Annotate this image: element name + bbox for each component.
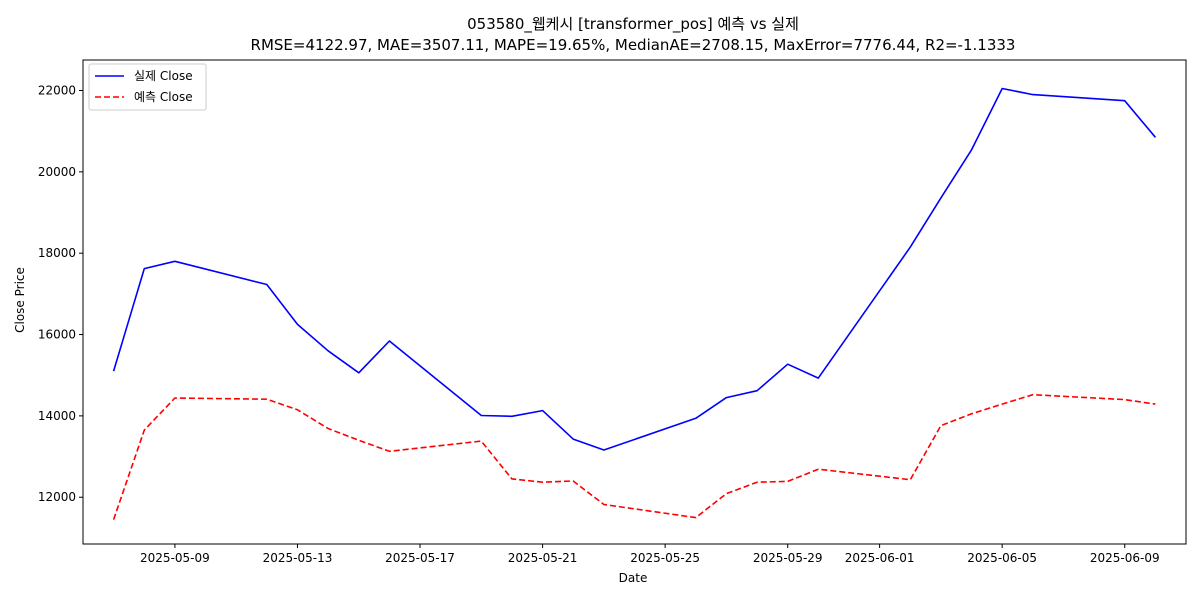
- y-tick-label: 22000: [38, 84, 76, 98]
- x-tick-label: 2025-05-25: [630, 551, 700, 565]
- y-tick-label: 14000: [38, 409, 76, 423]
- x-tick-label: 2025-05-21: [508, 551, 578, 565]
- y-axis-label: Close Price: [13, 267, 27, 333]
- x-tick-label: 2025-05-13: [263, 551, 333, 565]
- series-line-actual: [112, 87, 1157, 451]
- axes-frame: [82, 59, 1187, 545]
- x-tick-label: 2025-05-17: [385, 551, 455, 565]
- legend-label-actual: 실제 Close: [134, 69, 193, 83]
- x-tick-label: 2025-06-09: [1090, 551, 1160, 565]
- y-tick-label: 16000: [38, 328, 76, 342]
- legend-label-predicted: 예측 Close: [134, 90, 193, 104]
- chart-subtitle: RMSE=4122.97, MAE=3507.11, MAPE=19.65%, …: [251, 36, 1016, 54]
- chart-title: 053580_웹케시 [transformer_pos] 예측 vs 실제: [467, 15, 799, 34]
- x-tick-label: 2025-05-09: [140, 551, 210, 565]
- legend: 실제 Close 예측 Close: [88, 63, 207, 111]
- y-tick-label: 18000: [38, 246, 76, 260]
- plot-area: 2025-05-09 2025-05-13 2025-05-17 2025-05-21…: [38, 59, 1187, 565]
- x-tick-label: 2025-05-29: [753, 551, 823, 565]
- y-tick-label: 20000: [38, 165, 76, 179]
- x-tick-label: 2025-06-01: [845, 551, 915, 565]
- series-line-predicted: [112, 393, 1156, 520]
- x-axis-label: Date: [619, 571, 648, 585]
- x-tick-label: 2025-06-05: [967, 551, 1037, 565]
- y-tick-label: 12000: [38, 490, 76, 504]
